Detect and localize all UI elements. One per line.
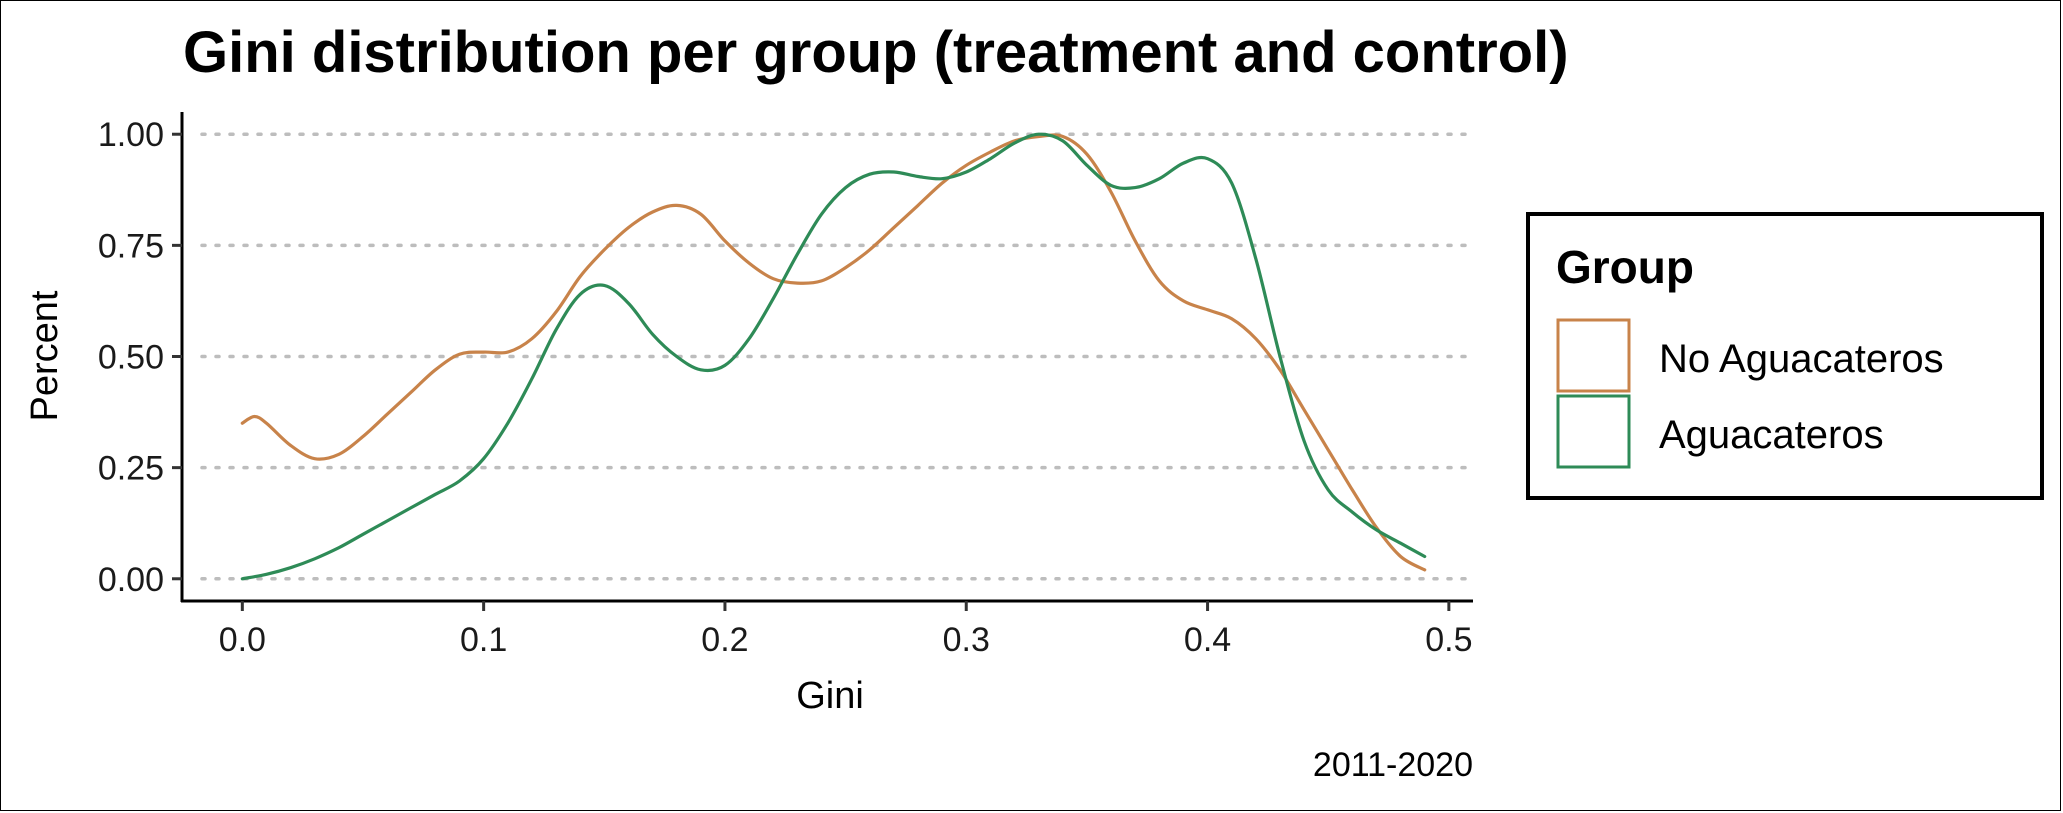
- y-axis-label: Percent: [24, 290, 66, 421]
- grid: [200, 132, 1473, 581]
- y-tick-label: 0.25: [98, 450, 164, 488]
- legend: Group No Aguacateros Aguacateros: [1526, 212, 2044, 500]
- x-tick-label: 0.0: [219, 621, 266, 659]
- x-tick-label: 0.5: [1425, 621, 1472, 659]
- series-line-no-aguacateros: [240, 133, 1427, 572]
- x-tick-label: 0.1: [460, 621, 507, 659]
- x-tick-label: 0.4: [1184, 621, 1231, 659]
- series-layer: [240, 132, 1427, 581]
- x-axis-label: Gini: [796, 675, 864, 717]
- x-ticks: 0.0 0.1 0.2 0.3 0.4 0.5: [219, 601, 1473, 659]
- y-tick-label: 1.00: [98, 116, 164, 154]
- x-tick-label: 0.2: [701, 621, 748, 659]
- legend-title: Group: [1556, 241, 1694, 293]
- legend-label-aguacateros: Aguacateros: [1659, 413, 1884, 457]
- series-line-aguacateros: [240, 132, 1427, 581]
- y-tick-label: 0.50: [98, 339, 164, 377]
- legend-label-no-aguacateros: No Aguacateros: [1659, 337, 1944, 381]
- y-tick-label: 0.75: [98, 227, 164, 265]
- chart-title: Gini distribution per group (treatment a…: [183, 20, 1569, 85]
- x-tick-label: 0.3: [943, 621, 990, 659]
- chart-caption: 2011-2020: [1313, 746, 1473, 784]
- legend-key-aguacateros: [1556, 394, 1631, 469]
- legend-key-no-aguacateros: [1556, 318, 1631, 393]
- y-ticks: 0.00 0.25 0.50 0.75 1.00: [98, 116, 182, 599]
- y-tick-label: 0.00: [98, 561, 164, 599]
